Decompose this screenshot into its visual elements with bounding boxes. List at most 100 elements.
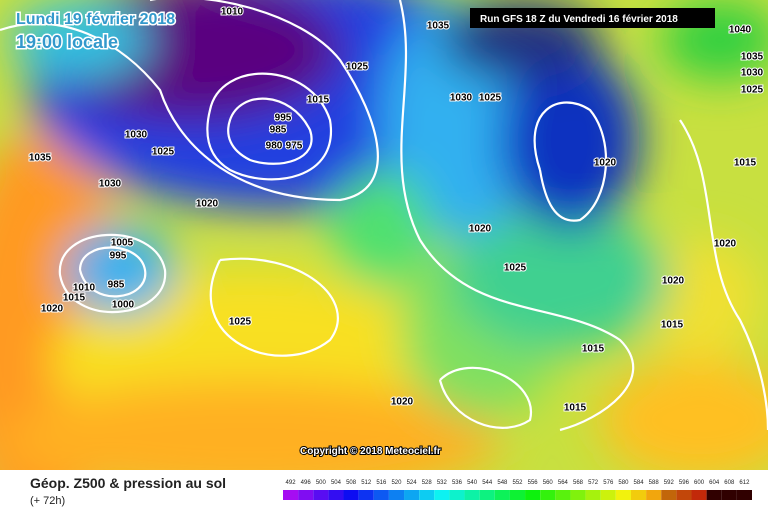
isobar-label: 1020 xyxy=(469,224,492,235)
scale-swatch xyxy=(404,490,420,500)
run-box xyxy=(470,8,715,28)
isobar-label: 1030 xyxy=(125,130,148,141)
isobar xyxy=(58,233,167,314)
scale-label: 592 xyxy=(664,480,675,486)
scale-label: 588 xyxy=(649,480,660,486)
scale-swatch xyxy=(419,490,435,500)
isobar-label: 1020 xyxy=(391,397,414,408)
copyright: Copyright © 2018 Meteociel.fr xyxy=(300,446,441,457)
scale-swatch xyxy=(494,490,510,500)
isobar-label: 1035 xyxy=(741,52,764,63)
scale-swatch xyxy=(600,490,616,500)
isobar xyxy=(209,257,339,357)
scale-label: 548 xyxy=(497,480,508,486)
scale-label: 516 xyxy=(376,480,387,486)
scale-label: 580 xyxy=(618,480,629,486)
scale-label: 500 xyxy=(316,480,327,486)
scale-label: 520 xyxy=(391,480,402,486)
isobar-label: 1020 xyxy=(41,304,64,315)
scale-label: 556 xyxy=(528,480,539,486)
scale-label: 564 xyxy=(558,480,569,486)
scale-label: 568 xyxy=(573,480,584,486)
scale-label: 608 xyxy=(724,480,735,486)
isobar-label: 1010 xyxy=(221,7,244,18)
scale-label: 508 xyxy=(346,480,357,486)
scale-swatch xyxy=(434,490,450,500)
scale-swatch xyxy=(388,490,405,500)
scale-swatch xyxy=(313,490,329,500)
isobar-label: 975 xyxy=(286,141,303,152)
isobar xyxy=(533,101,608,222)
scale-swatch xyxy=(464,490,480,500)
scale-swatch xyxy=(661,490,677,500)
scale-swatch xyxy=(721,490,737,500)
scale-label: 604 xyxy=(709,480,720,486)
scale-swatch xyxy=(615,490,631,500)
isobar-label: 995 xyxy=(110,251,127,262)
scale-swatch xyxy=(646,490,662,500)
isobar-label: 1015 xyxy=(661,320,684,331)
scale-label: 528 xyxy=(422,480,433,486)
isobar-label: 995 xyxy=(275,113,292,124)
scale-swatch xyxy=(283,490,299,500)
isobar-label: 985 xyxy=(270,125,287,136)
isobar-label: 1015 xyxy=(734,158,757,169)
isobar-label: 1040 xyxy=(729,25,752,36)
isobar-labels: 1010103510251015103010251035103010209959… xyxy=(28,6,765,415)
scale-label: 524 xyxy=(407,480,418,486)
scale-swatch xyxy=(298,490,314,500)
isobar-label: 1025 xyxy=(741,85,764,96)
scale-label: 572 xyxy=(588,480,599,486)
isobar xyxy=(438,366,533,429)
scale-swatch xyxy=(343,490,359,500)
isobar xyxy=(78,246,147,298)
isobar-label: 1035 xyxy=(29,153,52,164)
isobar-label: 1035 xyxy=(427,21,450,32)
isobar-label: 985 xyxy=(108,280,125,291)
isobar-label: 1020 xyxy=(594,158,617,169)
isobar-label: 1025 xyxy=(346,62,369,73)
isobar-label: 1025 xyxy=(504,263,527,274)
isobar xyxy=(679,119,768,431)
isobar-label: 1020 xyxy=(714,239,737,250)
scale-swatch xyxy=(373,490,389,500)
isobar-label: 1030 xyxy=(99,179,122,190)
isobar-label: 1015 xyxy=(307,95,330,106)
scale-swatch xyxy=(479,490,495,500)
scale-swatch xyxy=(736,490,752,500)
isobar-label: 980 xyxy=(266,141,283,152)
isobar xyxy=(227,97,313,165)
isobar xyxy=(398,0,635,432)
scale-swatch xyxy=(555,490,571,500)
scale-label: 512 xyxy=(361,480,372,486)
footer-title: Géop. Z500 & pression au sol xyxy=(30,475,226,491)
scale-swatch xyxy=(509,490,526,500)
scale-label: 540 xyxy=(467,480,478,486)
isobar-label: 1025 xyxy=(152,147,175,158)
scale-label: 612 xyxy=(739,480,750,486)
isobar-label: 1000 xyxy=(112,300,135,311)
scale-label: 584 xyxy=(634,480,645,486)
isobar-label: 1015 xyxy=(582,344,605,355)
isobar-label: 1025 xyxy=(229,317,252,328)
scale-swatch xyxy=(525,490,541,500)
isobar-label: 1015 xyxy=(564,403,587,414)
scale-swatch xyxy=(676,490,692,500)
isobar xyxy=(0,0,379,202)
scale-label: 496 xyxy=(301,480,312,486)
run-info: Run GFS 18 Z du Vendredi 16 février 2018 xyxy=(480,14,678,25)
isobar-label: 1030 xyxy=(450,93,473,104)
scale-label: 552 xyxy=(512,480,523,486)
scale-swatch xyxy=(570,490,586,500)
isobar-label: 1015 xyxy=(63,293,86,304)
scale-label: 536 xyxy=(452,480,463,486)
scale-swatch xyxy=(706,490,722,500)
isobar-label: 1025 xyxy=(479,93,502,104)
scale-label: 596 xyxy=(679,480,690,486)
scale-swatch xyxy=(691,490,707,500)
scale-swatch xyxy=(585,490,601,500)
isobar xyxy=(206,72,333,181)
lead-time: (+ 72h) xyxy=(30,495,65,507)
